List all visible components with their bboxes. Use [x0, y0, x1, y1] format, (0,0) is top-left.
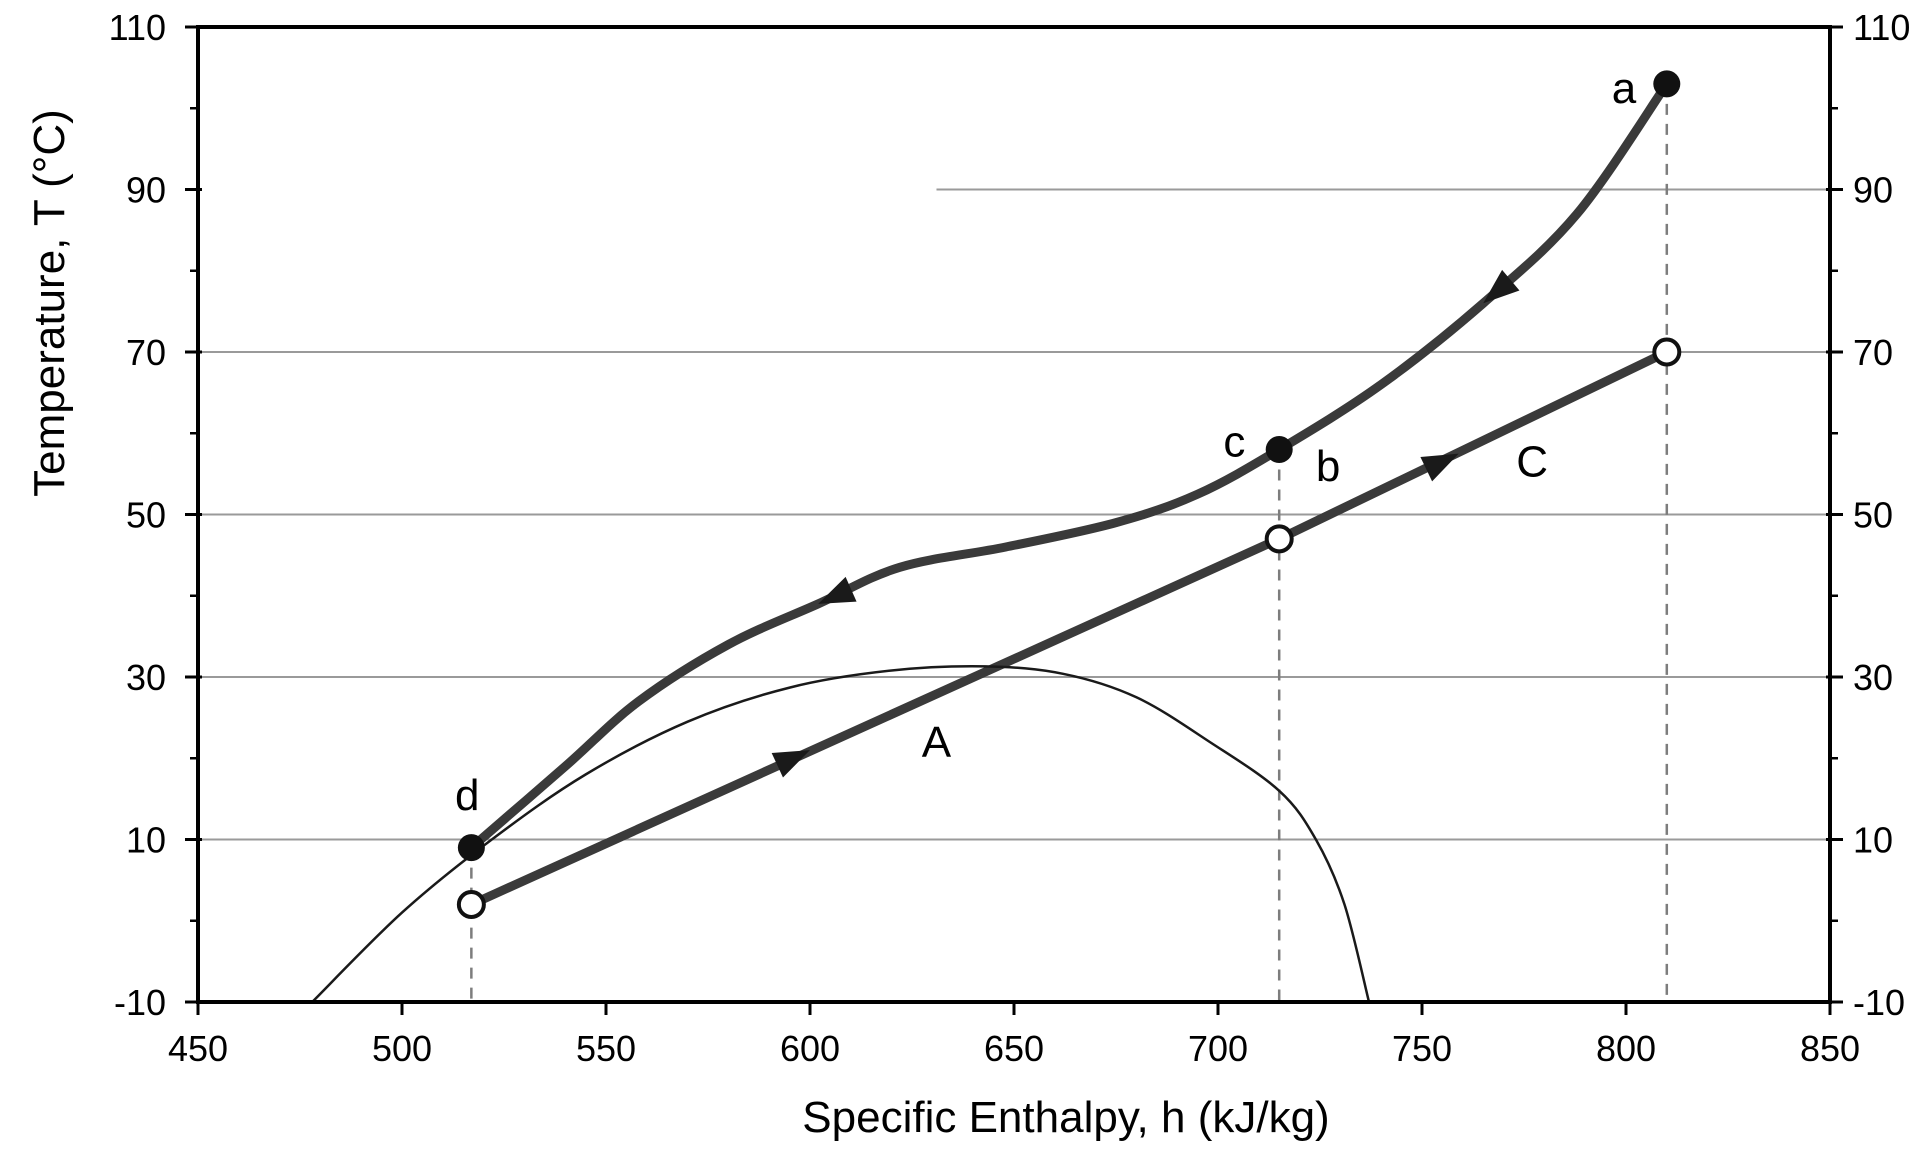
- y-tick-label-right: -10: [1853, 982, 1905, 1023]
- point-label-a: a: [1612, 64, 1637, 113]
- point-label-A: A: [922, 718, 952, 767]
- x-tick-label: 850: [1800, 1028, 1860, 1069]
- x-tick-label: 750: [1392, 1028, 1452, 1069]
- x-tick-label: 550: [576, 1028, 636, 1069]
- y-tick-label-left: 90: [126, 170, 166, 211]
- axis-ticks: [185, 25, 1843, 1015]
- marker-filled-a: [1653, 70, 1681, 98]
- x-tick-label: 700: [1188, 1028, 1248, 1069]
- series-lower-process-line: [466, 347, 1672, 909]
- dashed-guides: [470, 83, 1669, 1002]
- x-tick-label: 500: [372, 1028, 432, 1069]
- y-tick-label-right: 70: [1853, 332, 1893, 373]
- y-tick-label-left: 50: [126, 495, 166, 536]
- point-label-d: d: [455, 771, 479, 820]
- marker-open-point: [456, 890, 486, 919]
- point-labels: a b c d A C: [455, 64, 1637, 820]
- series: [310, 79, 1672, 1002]
- y-tick-label-left: 10: [126, 820, 166, 861]
- x-axis-title: Specific Enthalpy, h (kJ/kg): [802, 1093, 1329, 1142]
- gridlines: [198, 188, 1830, 841]
- y-tick-label-left: 70: [126, 332, 166, 373]
- x-tick-label: 800: [1596, 1028, 1656, 1069]
- chart-root: 450 500 550 600 650 700 750 800 850 -10 -10 10 10 30 3…: [109, 7, 1911, 1069]
- y-tick-label-right: 90: [1853, 170, 1893, 211]
- point-label-b: b: [1316, 442, 1340, 491]
- y-tick-label-left: -10: [114, 982, 166, 1023]
- y-tick-label-right: 110: [1853, 7, 1910, 48]
- x-tick-label: 600: [780, 1028, 840, 1069]
- flow-arrow-icon: [818, 576, 857, 604]
- marker-filled-d: [457, 834, 485, 862]
- series-upper-process-curve: [466, 79, 1672, 853]
- y-tick-label-right: 10: [1853, 820, 1893, 861]
- x-tick-label: 450: [168, 1028, 228, 1069]
- marker-open-point: [1652, 337, 1682, 367]
- tick-labels: 450 500 550 600 650 700 750 800 850 -10 -10 10 10 30 3…: [109, 7, 1911, 1069]
- point-label-C: C: [1516, 438, 1548, 487]
- x-tick-label: 650: [984, 1028, 1044, 1069]
- marker-open-b: [1264, 524, 1294, 554]
- y-tick-label-right: 50: [1853, 495, 1893, 536]
- y-tick-label-left: 110: [109, 7, 166, 48]
- flow-arrow-icon: [771, 750, 810, 778]
- marker-filled-c: [1265, 436, 1293, 463]
- flow-arrows: [771, 269, 1520, 778]
- series-saturation-dome: [310, 665, 1371, 1002]
- flow-arrow-icon: [1483, 269, 1520, 304]
- point-markers: [456, 70, 1682, 919]
- y-tick-label-right: 30: [1853, 657, 1893, 698]
- y-tick-label-left: 30: [126, 657, 166, 698]
- point-label-c: c: [1223, 417, 1245, 466]
- y-axis-title: Temperature, T (°C): [25, 109, 74, 497]
- flow-arrow-icon: [1420, 453, 1459, 482]
